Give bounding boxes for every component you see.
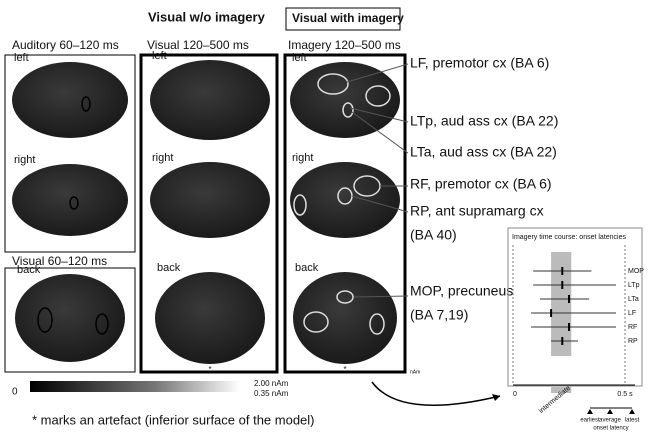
row-label: LF <box>628 310 636 317</box>
x-tick-label: 0 <box>513 391 517 398</box>
view-label: left <box>14 52 29 64</box>
annotation: LTp, aud ass cx (BA 22) <box>410 113 558 129</box>
brain <box>15 274 125 362</box>
row-label: LTp <box>628 282 640 289</box>
view-label: left <box>292 52 307 64</box>
panel-box <box>139 53 279 374</box>
x-tick-label: 0.5 s <box>617 391 633 398</box>
view-label: left <box>152 50 167 62</box>
title-box <box>285 7 401 31</box>
panel-box <box>4 267 136 373</box>
inset-box <box>507 227 643 387</box>
legend-label: latest <box>625 418 640 424</box>
panel-box <box>283 53 407 374</box>
row-label: LTa <box>628 296 639 303</box>
view-label: back <box>157 262 181 274</box>
annotation: LF, premotor cx (BA 6) <box>410 55 549 71</box>
view-label: back <box>295 262 319 274</box>
brain <box>293 272 397 364</box>
annotation: (BA 7,19) <box>410 307 468 323</box>
legend-title: onset latency <box>593 426 628 432</box>
intermediate-band <box>551 252 572 356</box>
view-label: back <box>17 264 41 276</box>
brain <box>150 60 270 140</box>
artefact-mark: * <box>343 365 346 374</box>
row-label: RP <box>628 338 638 345</box>
brain <box>155 272 265 364</box>
footer: * marks an artefact (inferior surface of… <box>32 412 315 427</box>
title-boxed: Visual with imagery <box>292 11 404 25</box>
brain <box>290 62 400 138</box>
column-header: Visual 120–500 ms <box>147 38 249 52</box>
intermediate-marker <box>551 387 572 393</box>
arrow <box>371 381 501 406</box>
arrowhead <box>492 394 500 401</box>
row-label: MOP <box>628 268 644 275</box>
unit: nAm <box>410 369 420 375</box>
title: Visual w/o imagery <box>148 9 266 24</box>
legend-label: average <box>599 418 621 424</box>
colorbar <box>30 381 240 392</box>
view-label: right <box>14 154 35 166</box>
brains: left right back left right back * left right back… <box>12 50 400 374</box>
legend-marker <box>607 409 613 414</box>
colorbar-max: 2.00 nAm <box>254 379 289 388</box>
annotation: RP, ant supramarg cx <box>410 203 544 219</box>
view-label: right <box>152 152 173 164</box>
view-label: right <box>292 152 313 164</box>
highlights-dark <box>37 96 109 335</box>
annotation: LTa, aud ass cx (BA 22) <box>410 144 557 160</box>
brain <box>290 162 400 238</box>
inset-title: Imagery time course: onset latencies <box>512 234 626 241</box>
legend-label: earliest <box>580 418 600 424</box>
legend-marker <box>629 409 635 414</box>
column-header: Imagery 120–500 ms <box>288 38 401 52</box>
row-label: RF <box>628 324 637 331</box>
leader-lines <box>346 63 409 298</box>
annotation: RF, premotor cx (BA 6) <box>410 176 552 192</box>
legend-marker <box>587 409 593 414</box>
brain <box>150 162 270 238</box>
brain <box>12 62 128 138</box>
artefact-mark: * <box>208 365 211 374</box>
colorbar-min: 0 <box>12 387 18 398</box>
annotation: (BA 40) <box>410 227 457 243</box>
column-header: Auditory 60–120 ms <box>12 38 119 52</box>
colorbar-threshold: 0.35 nAm <box>254 389 289 398</box>
column-header: Visual 60–120 ms <box>12 254 107 268</box>
annotation: MOP, precuneus <box>410 283 513 299</box>
panel-box <box>4 54 136 253</box>
